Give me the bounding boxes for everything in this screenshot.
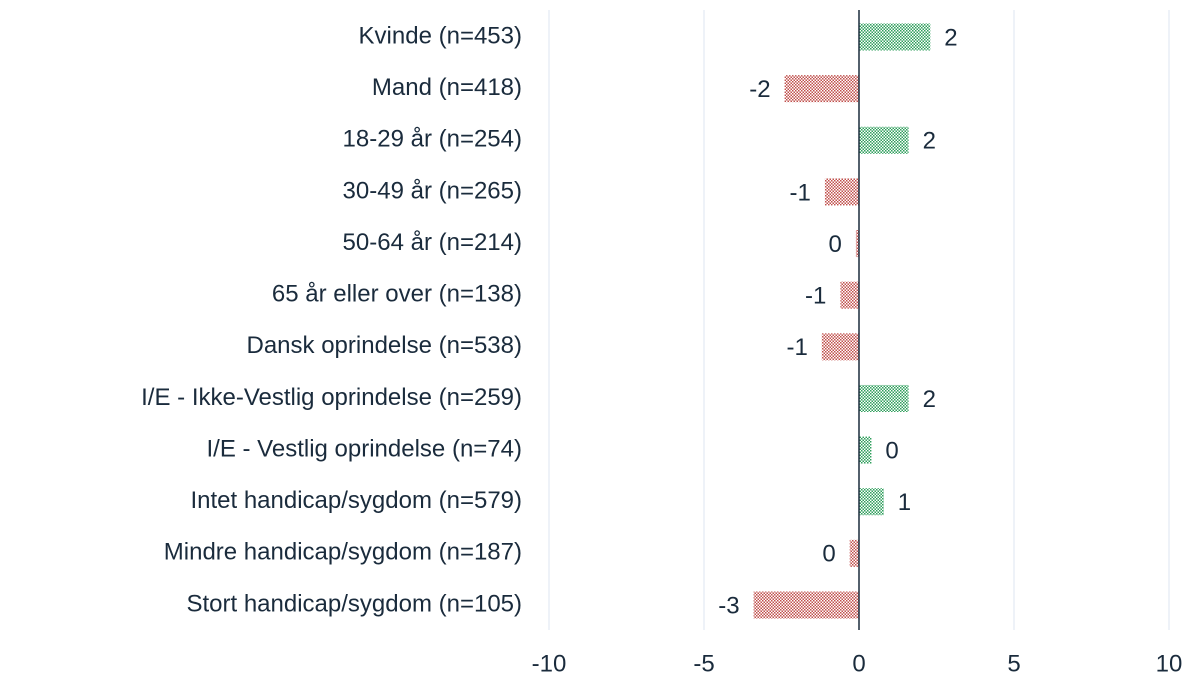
category-label: 30-49 år (n=265) [343, 177, 522, 204]
value-label: -3 [718, 592, 739, 619]
bar [840, 281, 859, 309]
category-label: Kvinde (n=453) [359, 22, 522, 49]
category-label: I/E - Vestlig oprindelse (n=74) [206, 435, 522, 462]
bar [859, 436, 872, 464]
bar [855, 230, 859, 258]
category-label: 50-64 år (n=214) [343, 229, 522, 256]
x-tick-label: 10 [1156, 650, 1183, 677]
value-label: 2 [923, 386, 936, 413]
category-label: Mindre handicap/sygdom (n=187) [164, 539, 522, 566]
value-label: 0 [822, 541, 835, 568]
value-label: 0 [885, 437, 898, 464]
value-label: 2 [923, 128, 936, 155]
category-label: Dansk oprindelse (n=538) [247, 332, 523, 359]
bar [859, 126, 909, 154]
bar [824, 178, 859, 206]
x-tick-label: 0 [852, 650, 865, 677]
category-label: Stort handicap/sygdom (n=105) [186, 590, 522, 617]
category-label: 65 år eller over (n=138) [272, 281, 522, 308]
bar [849, 539, 859, 567]
value-label: -1 [805, 283, 826, 310]
category-label: I/E - Ikke-Vestlig oprindelse (n=259) [141, 384, 522, 411]
x-tick-label: -5 [693, 650, 714, 677]
category-label: Mand (n=418) [372, 74, 522, 101]
value-label: 2 [944, 24, 957, 51]
value-label: -1 [786, 334, 807, 361]
value-label: 0 [829, 231, 842, 258]
bar [784, 75, 859, 103]
bar [753, 591, 859, 619]
x-tick-label: 5 [1007, 650, 1020, 677]
value-label: -1 [790, 179, 811, 206]
category-label: 18-29 år (n=254) [343, 126, 522, 153]
bar [859, 23, 931, 51]
value-label: 1 [898, 489, 911, 516]
category-label: Intet handicap/sygdom (n=579) [190, 487, 522, 514]
bar [859, 488, 884, 516]
value-label: -2 [749, 76, 770, 103]
bar [859, 384, 909, 412]
x-tick-label: -10 [532, 650, 567, 677]
bar [821, 333, 859, 361]
